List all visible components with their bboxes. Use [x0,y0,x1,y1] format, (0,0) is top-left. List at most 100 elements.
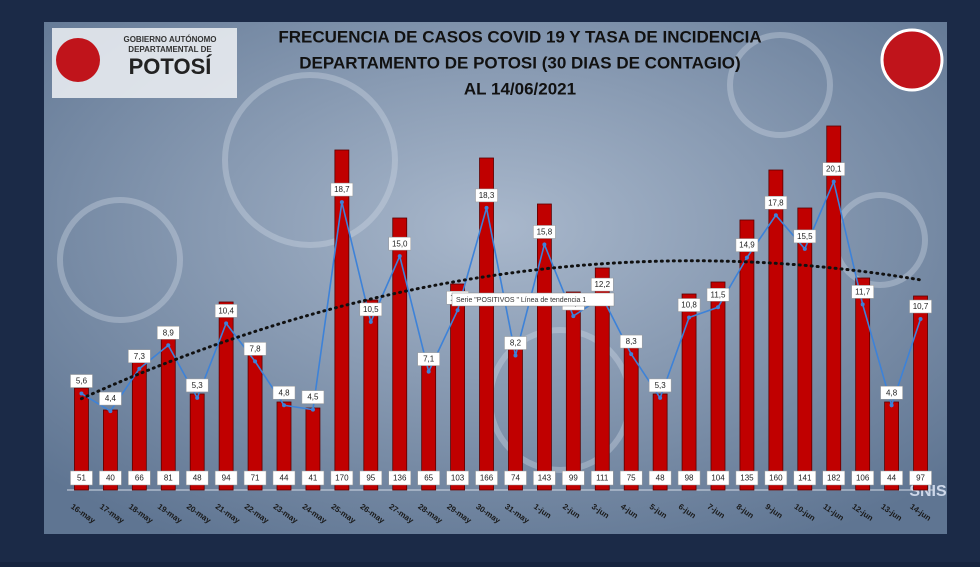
value-label: 65 [424,474,433,483]
line-marker [889,403,894,408]
line-marker [744,255,749,260]
value-label-box [388,470,411,486]
line-label: 4,4 [105,394,117,403]
line-marker [310,407,315,412]
line-label: 5,3 [655,381,667,390]
annotation-box [451,292,615,307]
bar [479,157,494,491]
value-label-box [793,470,817,486]
line-label-box [214,304,238,318]
line-marker [426,369,431,374]
bar [450,283,466,491]
line-marker [513,353,518,358]
value-label: 66 [135,474,144,483]
line-marker [773,213,778,218]
line-label: 4,5 [307,393,319,402]
value-label: 111 [596,474,609,483]
line-label: 7,1 [423,355,435,364]
line-label: 10,7 [913,302,929,311]
value-label-box [99,470,122,486]
value-label-box [185,470,209,486]
line-label-box [533,225,556,239]
line-label-box [70,374,93,388]
value-label-box [880,470,903,486]
line-label: 8,2 [510,339,522,348]
line-label: 7,3 [134,352,146,361]
value-label: 75 [627,474,636,483]
chart-title: DEPARTAMENTO DE POTOSI (30 DIAS DE CONTA… [299,53,740,72]
line-label: 17,8 [768,198,784,207]
value-label-box [735,470,759,486]
line-label-box [272,385,296,400]
value-label: 44 [280,474,289,483]
bar [508,341,523,491]
value-label-box [706,470,730,486]
bar [218,301,234,491]
bar [276,401,292,491]
bar [189,393,205,491]
line-label: 11,5 [711,290,727,299]
annotation: Serie "POSITIVOS " Línea de tendencia 1 [456,297,586,304]
chart-title: AL 14/06/2021 [464,79,576,98]
line-label: 7,8 [250,344,262,353]
line-label-box [388,236,411,251]
line-marker [195,395,200,400]
bar [392,217,408,491]
value-label: 99 [569,474,578,483]
value-label-box [909,470,932,486]
line-label-box [243,342,267,356]
value-label: 74 [511,474,520,483]
value-label-box [243,470,267,486]
value-label-box [359,470,383,486]
line-label-box [822,162,845,176]
value-label: 48 [193,474,202,483]
value-label-box [272,470,296,486]
value-label: 41 [308,474,317,483]
value-label-box [128,470,151,486]
line-label: 4,8 [278,388,290,397]
value-label-box [504,470,527,486]
value-label: 141 [798,474,812,483]
value-label-box [475,470,498,486]
logo-name: POTOSÍ [129,54,213,79]
trendline [79,259,923,401]
value-label-box [562,470,585,486]
line-label-box [591,277,614,292]
line-marker [831,179,836,184]
line-label: 18,3 [479,191,495,200]
line-label-box [475,188,498,203]
value-label: 98 [685,474,694,483]
value-label-box [851,470,874,486]
bar [739,219,755,491]
value-label: 51 [77,474,86,483]
value-label: 104 [711,474,725,483]
bar [797,207,813,491]
line-marker [484,205,489,210]
chart-title: FRECUENCIA DE CASOS COVID 19 Y TASA DE I… [278,27,761,46]
value-label: 135 [740,474,754,483]
line [81,179,922,413]
bar [855,277,871,491]
line-label-box [619,334,643,349]
bar [768,169,784,491]
line-label: 20,1 [826,165,842,174]
line-label-box [185,378,209,393]
value-label: 103 [451,474,465,483]
value-label-box [70,470,93,486]
line-label: 15,5 [797,232,813,241]
bar [884,401,899,491]
line-label: 5,6 [76,377,88,386]
line-marker [368,319,373,324]
value-label: 182 [827,474,841,483]
bar [537,203,552,491]
value-label-box [619,470,643,486]
value-label: 160 [769,474,783,483]
line-label-box [359,302,383,317]
value-label-box [677,470,701,486]
value-label-box [764,470,788,486]
value-label-box [330,470,354,486]
line-label: 14,9 [739,241,755,250]
line-label-box [504,336,527,350]
logo-emblem [56,38,100,82]
